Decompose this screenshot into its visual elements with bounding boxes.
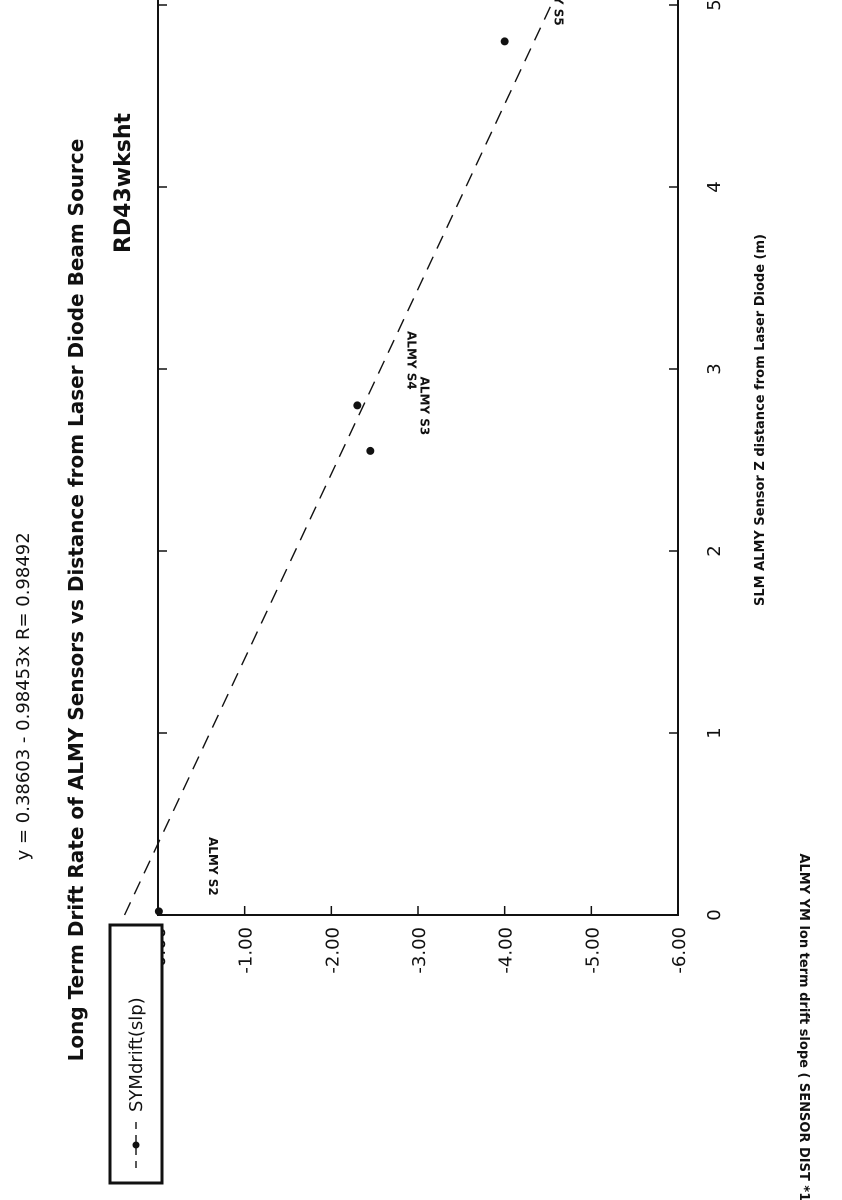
x-tick-label: 4 bbox=[704, 181, 725, 192]
legend-box bbox=[108, 923, 164, 1185]
legend: SYMdrift(slp) bbox=[108, 923, 164, 1185]
data-point bbox=[366, 446, 375, 455]
data-point-label: ALMY S4 bbox=[404, 331, 418, 390]
x-axis-ticks: 0123456 bbox=[158, 0, 725, 921]
y-tick-label: -5.00 bbox=[582, 927, 603, 974]
fit-equation: y = 0.38603 - 0.98453x R= 0.98492 bbox=[13, 532, 34, 860]
y-tick-label: -1.00 bbox=[236, 927, 257, 974]
plot-frame bbox=[157, 0, 679, 916]
x-tick-label: 3 bbox=[704, 363, 725, 374]
chart-title: Long Term Drift Rate of ALMY Sensors vs … bbox=[64, 139, 88, 1062]
x-axis-label: SLM ALMY Sensor Z distance from Laser Di… bbox=[753, 234, 768, 606]
y-tick-label: -4.00 bbox=[496, 927, 517, 974]
fit-line bbox=[123, 0, 612, 916]
x-tick-label: 2 bbox=[704, 545, 725, 556]
y-axis-ticks: 0.00-1.00-2.00-3.00-4.00-5.00-6.00 bbox=[149, 906, 690, 974]
data-point bbox=[500, 37, 509, 46]
y-axis-label: ALMY YM lon term drift slope ( SENSOR DI… bbox=[796, 853, 811, 1200]
y-tick-label: -3.00 bbox=[409, 927, 430, 974]
x-tick-label: 0 bbox=[704, 909, 725, 920]
data-point bbox=[154, 907, 163, 916]
y-tick-label: -2.00 bbox=[322, 927, 343, 974]
x-tick-label: 5 bbox=[704, 0, 725, 11]
legend-series-name: SYMdrift(slp) bbox=[126, 997, 147, 1112]
data-point-label: ALMY S2 bbox=[206, 837, 220, 896]
chart-subtitle: RD43wksht bbox=[111, 113, 136, 254]
y-tick-label: -6.00 bbox=[669, 927, 690, 974]
legend-marker bbox=[132, 1141, 140, 1149]
x-tick-label: 1 bbox=[704, 727, 725, 738]
data-point-label: ALMY S5 bbox=[552, 0, 566, 26]
data-point-label: ALMY S3 bbox=[417, 377, 431, 436]
data-point bbox=[353, 401, 362, 410]
